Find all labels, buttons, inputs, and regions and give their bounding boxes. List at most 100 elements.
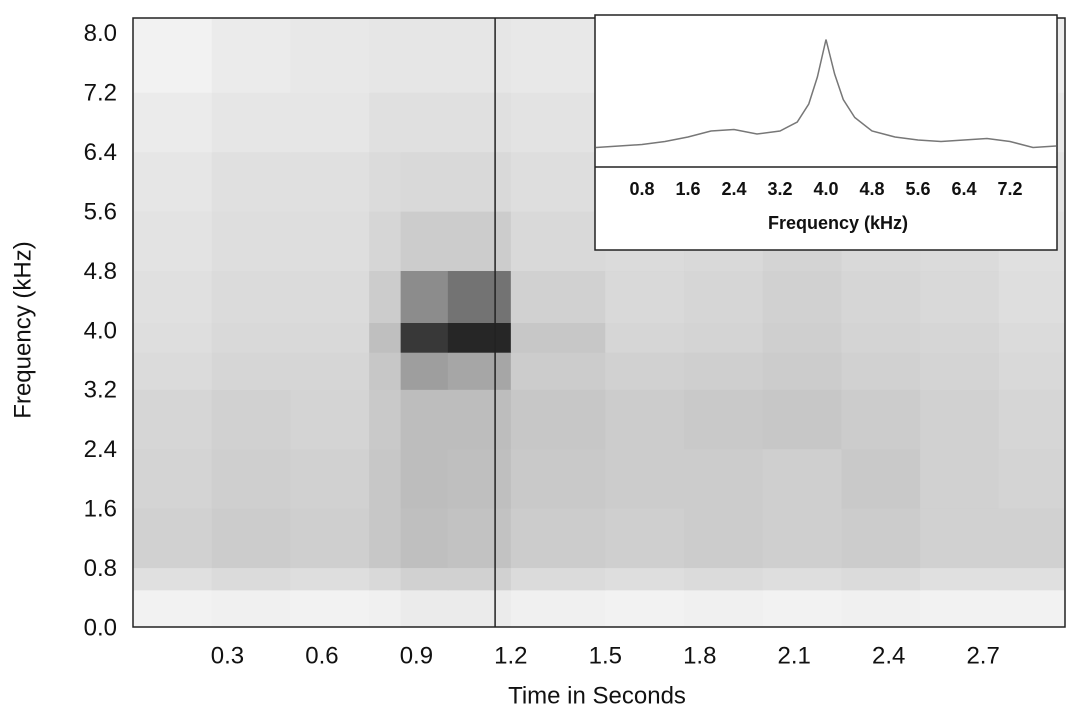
spectrogram-cell	[920, 270, 1000, 323]
spectrogram-cell	[400, 211, 449, 272]
spectrogram-cell	[510, 389, 606, 450]
y-tick-label: 5.6	[84, 198, 117, 225]
spectrogram-cell	[998, 352, 1066, 390]
spectrogram-cell	[605, 589, 685, 628]
y-tick-label: 8.0	[84, 20, 117, 47]
spectrogram-cell	[998, 508, 1066, 569]
spectrogram-cell	[510, 92, 606, 153]
spectrogram-cell	[369, 18, 402, 93]
spectrogram-cell	[400, 508, 449, 569]
spectrogram-cell	[684, 352, 764, 390]
spectrogram-cell	[510, 18, 606, 93]
spectrogram-cell	[762, 352, 842, 390]
spectrogram-cell	[447, 589, 512, 628]
spectrogram-cell	[684, 270, 764, 323]
spectrogram-cell	[684, 448, 764, 509]
spectrogram-cell	[211, 448, 291, 509]
spectrogram-cell	[510, 589, 606, 628]
spectrogram-cell	[400, 270, 449, 323]
x-tick-label: 2.1	[778, 642, 811, 669]
spectrogram-cell	[400, 151, 449, 212]
inset-x-tick-label: 2.4	[721, 179, 746, 199]
spectrogram-cell	[211, 567, 291, 591]
spectrogram-cell	[290, 151, 370, 212]
spectrogram-cell	[400, 448, 449, 509]
spectrogram-cell	[762, 389, 842, 450]
spectrogram-cell	[447, 211, 512, 272]
spectrogram-cell	[605, 389, 685, 450]
spectrogram-cell	[290, 211, 370, 272]
spectrogram-cell	[133, 389, 213, 450]
spectrogram-cell	[211, 18, 291, 93]
spectrogram-cell	[510, 567, 606, 591]
spectrogram-cell	[762, 448, 842, 509]
spectrogram-cell	[133, 567, 213, 591]
spectrogram-cell	[447, 322, 512, 353]
spectrogram-cell	[369, 352, 402, 390]
spectrogram-cell	[369, 589, 402, 628]
spectrogram-cell	[447, 270, 512, 323]
spectrogram-cell	[447, 448, 512, 509]
spectrogram-cell	[369, 508, 402, 569]
x-tick-label: 2.7	[966, 642, 999, 669]
spectrogram-cell	[290, 589, 370, 628]
spectrogram-cell	[684, 567, 764, 591]
spectrogram-cell	[369, 448, 402, 509]
spectrogram-cell	[920, 589, 1000, 628]
spectrogram-cell	[447, 151, 512, 212]
spectrogram-cell	[762, 322, 842, 353]
spectrogram-cell	[133, 92, 213, 153]
spectrogram-cell	[998, 322, 1066, 353]
spectrogram-cell	[447, 18, 512, 93]
y-axis-label: Frequency (kHz)	[9, 241, 36, 418]
spectrogram-cell	[369, 567, 402, 591]
spectrogram-cell	[605, 352, 685, 390]
inset-x-tick-label: 7.2	[997, 179, 1022, 199]
spectrogram-cell	[133, 589, 213, 628]
spectrogram-cell	[920, 567, 1000, 591]
spectrogram-cell	[400, 322, 449, 353]
spectrogram-cell	[841, 567, 921, 591]
x-tick-label: 0.9	[400, 642, 433, 669]
inset-x-tick-label: 4.0	[813, 179, 838, 199]
spectrogram-cell	[133, 448, 213, 509]
x-tick-label: 1.8	[683, 642, 716, 669]
spectrogram-cell	[762, 270, 842, 323]
spectrogram-cell	[510, 151, 606, 212]
spectrogram-cell	[211, 508, 291, 569]
spectrogram-cell	[447, 352, 512, 390]
spectrogram-cell	[133, 151, 213, 212]
spectrogram-cell	[133, 270, 213, 323]
spectrogram-cell	[211, 211, 291, 272]
y-tick-label: 1.6	[84, 496, 117, 523]
spectrogram-cell	[684, 389, 764, 450]
spectrogram-cell	[369, 322, 402, 353]
spectrogram-cell	[447, 389, 512, 450]
spectrogram-cell	[211, 92, 291, 153]
y-tick-label: 0.0	[84, 614, 117, 641]
spectrogram-cell	[211, 589, 291, 628]
spectrogram-cell	[290, 352, 370, 390]
spectrogram-cell	[920, 322, 1000, 353]
spectrogram-cell	[684, 589, 764, 628]
spectrogram-cell	[211, 270, 291, 323]
spectrogram-cell	[605, 567, 685, 591]
spectrogram-cell	[762, 508, 842, 569]
spectrogram-cell	[211, 322, 291, 353]
spectrogram-cell	[133, 211, 213, 272]
spectrogram-cell	[605, 270, 685, 323]
spectrogram-cell	[998, 389, 1066, 450]
spectrogram-cell	[290, 389, 370, 450]
y-tick-label: 3.2	[84, 377, 117, 404]
spectrogram-cell	[290, 448, 370, 509]
spectrogram-cell	[400, 92, 449, 153]
spectrum-line	[595, 39, 1057, 149]
spectrogram-cell	[369, 270, 402, 323]
x-tick-label: 0.6	[305, 642, 338, 669]
spectrogram-cell	[400, 567, 449, 591]
x-tick-label: 2.4	[872, 642, 905, 669]
spectrogram-cell	[290, 567, 370, 591]
spectrogram-cell	[762, 589, 842, 628]
spectrogram-cell	[211, 352, 291, 390]
